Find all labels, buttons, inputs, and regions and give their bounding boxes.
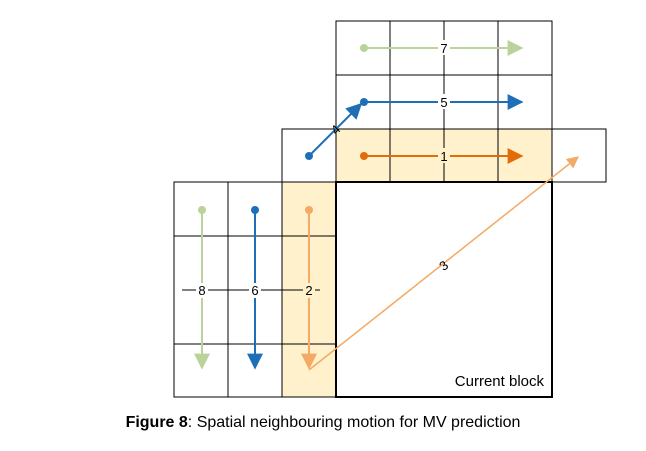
current-block-label: Current block	[455, 373, 545, 390]
mv-arrow-3	[308, 156, 579, 371]
figure-number: Figure 8	[125, 414, 188, 431]
svg-text:1: 1	[440, 149, 447, 164]
mv-label-7: 7	[438, 40, 450, 56]
svg-text:5: 5	[440, 95, 447, 110]
figure-caption-text: : Spatial neighbouring motion for MV pre…	[187, 414, 521, 431]
spatial-neighbour-diagram: Current block 7	[173, 20, 607, 398]
svg-text:6: 6	[251, 283, 258, 298]
mv-label-5: 5	[438, 94, 450, 110]
current-block	[335, 181, 553, 398]
svg-text:8: 8	[198, 283, 205, 298]
figure-caption: Figure 8: Spatial neighbouring motion fo…	[0, 414, 646, 432]
mv-label-1: 1	[438, 148, 450, 164]
mv-label-6: 6	[249, 283, 261, 298]
svg-text:2: 2	[305, 283, 312, 298]
svg-text:7: 7	[440, 41, 447, 56]
mv-label-8: 8	[196, 283, 208, 298]
mv-arrow-4	[305, 102, 363, 160]
mv-label-2: 2	[303, 283, 315, 298]
